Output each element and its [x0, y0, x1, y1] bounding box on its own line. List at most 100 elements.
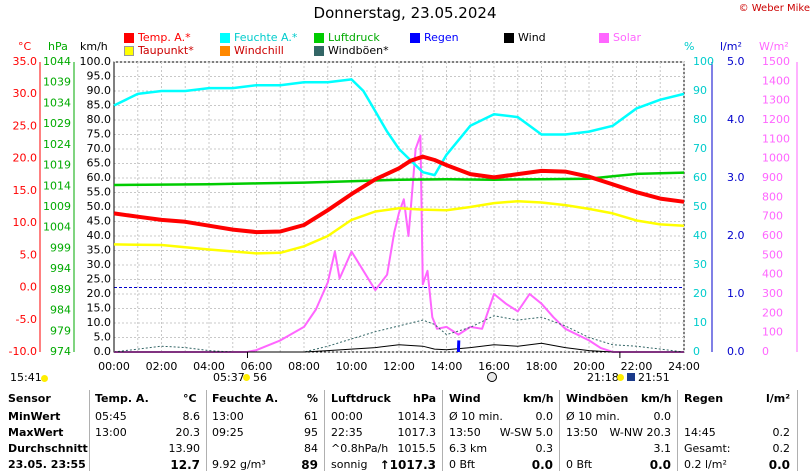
wind-tick-label: 75.0 — [87, 128, 112, 141]
solar-tick-label: 500 — [762, 248, 783, 261]
temp-tick-label: 20.0 — [13, 152, 38, 165]
table-cell-value: 0.2 — [684, 426, 790, 439]
temp-tick-label: 15.0 — [13, 184, 38, 197]
stats-table: Sensor Temp. A. °C Feuchte A. % Luftdruc… — [0, 390, 810, 471]
wind-tick-label: 15.0 — [87, 302, 112, 315]
table-cell-value: 3.1 — [566, 442, 671, 455]
wind-tick-label: 30.0 — [87, 258, 112, 271]
time-tick-label: 00:00 — [98, 360, 130, 373]
solar-tick-label: 100 — [762, 326, 783, 339]
table-cell-value: 0.2 — [684, 442, 790, 455]
pressure-tick-label: 974 — [50, 345, 71, 358]
time-tick-label: 12:00 — [383, 360, 415, 373]
time-tick-label: 02:00 — [146, 360, 178, 373]
sun-icon — [617, 374, 624, 381]
time-tick-label: 18:00 — [526, 360, 558, 373]
rain-tick-label: 5.0 — [727, 55, 745, 68]
rain-tick-label: 1.0 — [727, 287, 745, 300]
table-cell-value: W-SW 5.0 — [449, 426, 553, 439]
col-header-humidity: Feuchte A. — [212, 392, 278, 405]
humidity-tick-label: 60 — [693, 171, 707, 184]
humidity-tick-label: 100 — [693, 55, 714, 68]
col-header-pressure-unit: hPa — [413, 392, 436, 405]
wind-tick-label: 0.0 — [94, 345, 112, 358]
wind-tick-label: 55.0 — [87, 186, 112, 199]
moon-phase-label: 56 — [253, 372, 267, 384]
pressure-tick-label: 1039 — [43, 76, 71, 89]
col-header-rain-unit: l/m² — [766, 392, 790, 405]
solar-tick-label: 1500 — [762, 55, 790, 68]
solar-tick-label: 900 — [762, 171, 783, 184]
left-time-label: 15:41 — [10, 372, 42, 384]
astro-markers — [247, 352, 619, 358]
temp-tick-label: 30.0 — [13, 87, 38, 100]
table-cell-value: 0.0 — [449, 458, 553, 472]
table-cell-value: 13.90 — [95, 442, 200, 455]
solar-tick-label: 1400 — [762, 74, 790, 87]
rain-tick-label: 4.0 — [727, 113, 745, 126]
moon-icon — [627, 373, 635, 381]
col-header-pressure: Luftdruck — [331, 392, 391, 405]
col-header-temp-unit: °C — [183, 392, 197, 405]
time-tick-label: 08:00 — [288, 360, 320, 373]
wind-tick-label: 10.0 — [87, 316, 112, 329]
solar-tick-label: 1100 — [762, 132, 790, 145]
table-cell-value: 12.7 — [95, 458, 200, 472]
solar-tick-label: 600 — [762, 229, 783, 242]
solar-tick-label: 1300 — [762, 94, 790, 107]
wind-tick-label: 5.0 — [94, 331, 112, 344]
pressure-tick-label: 1034 — [43, 96, 71, 109]
col-header-humidity-unit: % — [307, 392, 318, 405]
wind-tick-label: 35.0 — [87, 244, 112, 257]
pressure-tick-label: 1024 — [43, 138, 71, 151]
temp-tick-label: 5.0 — [20, 248, 38, 261]
wind-tick-label: 45.0 — [87, 215, 112, 228]
temp-tick-label: -5.0 — [16, 313, 37, 326]
wind-tick-label: 100.0 — [80, 55, 112, 68]
col-header-sensor: Sensor — [8, 392, 51, 405]
temp-tick-label: 35.0 — [13, 55, 38, 68]
humidity-tick-label: 20 — [693, 287, 707, 300]
table-cell-value: 0.0 — [684, 458, 790, 472]
wind-tick-label: 65.0 — [87, 157, 112, 170]
table-cell-value: 0.0 — [449, 410, 553, 423]
temp-tick-label: 25.0 — [13, 119, 38, 132]
col-header-gust-unit: km/h — [641, 392, 672, 405]
pressure-tick-label: 994 — [50, 262, 71, 275]
table-cell-value: 1017.3 — [331, 426, 436, 439]
table-cell-value: 0.0 — [566, 410, 671, 423]
wind-tick-label: 60.0 — [87, 171, 112, 184]
rain-tick-label: 2.0 — [727, 229, 745, 242]
solar-tick-label: 1200 — [762, 113, 790, 126]
temp-tick-label: -10.0 — [9, 345, 37, 358]
pressure-tick-label: 989 — [50, 283, 71, 296]
table-cell-value: W-NW 20.3 — [566, 426, 671, 439]
pressure-tick-label: 984 — [50, 304, 71, 317]
solar-tick-label: 0 — [762, 345, 769, 358]
humidity-tick-label: 80 — [693, 113, 707, 126]
humidity-tick-label: 40 — [693, 229, 707, 242]
pressure-tick-label: 979 — [50, 324, 71, 337]
solar-tick-label: 800 — [762, 190, 783, 203]
time-tick-label: 14:00 — [431, 360, 463, 373]
temp-tick-label: 10.0 — [13, 216, 38, 229]
rain-tick-label: 3.0 — [727, 171, 745, 184]
wind-tick-label: 80.0 — [87, 113, 112, 126]
wind-tick-label: 20.0 — [87, 287, 112, 300]
rain-tick-label: 0.0 — [727, 345, 745, 358]
weather-chart: 35.030.025.020.015.010.05.00.0-5.0-10.01… — [0, 0, 810, 390]
pressure-tick-label: 1014 — [43, 179, 71, 192]
table-cell-value: 61 — [212, 410, 318, 423]
wind-tick-label: 50.0 — [87, 200, 112, 213]
table-cell-value: 8.6 — [95, 410, 200, 423]
pressure-tick-label: 999 — [50, 241, 71, 254]
time-tick-label: 24:00 — [668, 360, 700, 373]
col-header-wind: Wind — [449, 392, 481, 405]
table-cell-value: 0.0 — [566, 458, 671, 472]
wind-tick-label: 25.0 — [87, 273, 112, 286]
table-cell-value: 1015.5 — [331, 442, 436, 455]
table-cell-value: 95 — [212, 426, 318, 439]
moonset-label: 21:51 — [638, 372, 670, 384]
pressure-tick-label: 1044 — [43, 55, 71, 68]
table-cell-value: 89 — [212, 458, 318, 472]
